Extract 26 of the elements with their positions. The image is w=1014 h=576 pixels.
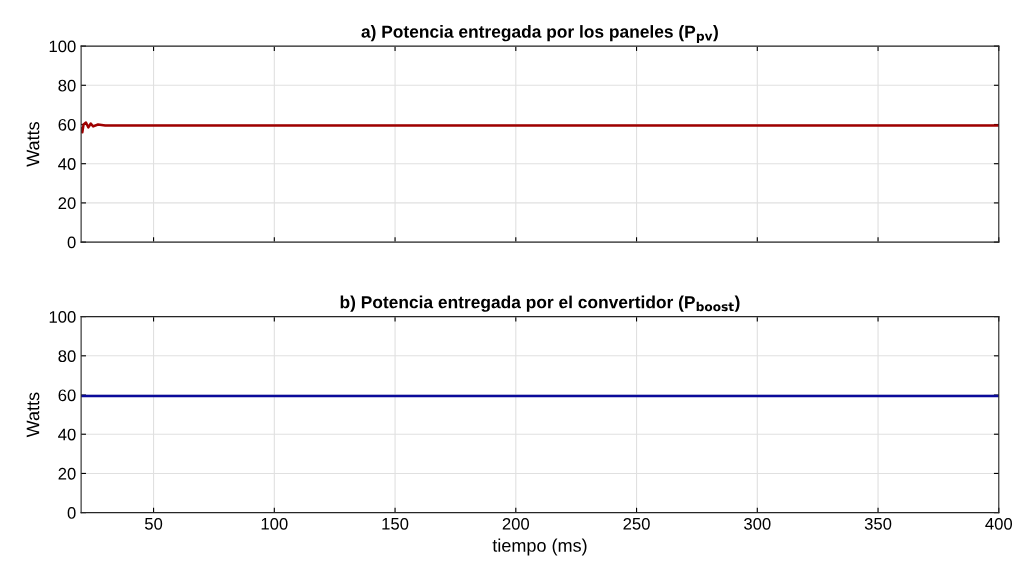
y-tick-label: 60 <box>58 118 76 131</box>
y-tick-label: 0 <box>67 507 76 519</box>
y-tick-label: 0 <box>67 236 76 249</box>
y-tick-label: 100 <box>49 311 76 323</box>
y-axis-title: Watts <box>26 122 40 167</box>
y-tick-label: 20 <box>58 197 76 210</box>
chart-title: a) Potencia entregada por los paneles (P$_{pv}$) <box>361 25 718 44</box>
x-tick-label: 250 <box>623 517 650 530</box>
x-tick-label: 100 <box>261 517 288 530</box>
x-tick-label: 200 <box>502 517 530 530</box>
x-tick-label: 300 <box>744 517 771 530</box>
line-series <box>81 121 999 134</box>
y-tick-label: 40 <box>58 428 76 441</box>
y-axis-title: Watts <box>26 392 40 438</box>
y-tick-label: 80 <box>58 350 76 363</box>
y-tick-label: 20 <box>58 467 76 480</box>
x-tick-label: 400 <box>985 517 1013 530</box>
x-axis-title: tiempo (ms) <box>492 538 587 556</box>
y-tick-label: 60 <box>58 389 76 402</box>
x-tick-label: 150 <box>382 517 409 530</box>
y-tick-label: 40 <box>58 158 76 170</box>
x-tick-label: 50 <box>144 517 163 530</box>
chart-title: b) Potencia entregada por el convertidor (P$_{boost}$) <box>340 295 740 312</box>
x-tick-label: 350 <box>864 517 892 530</box>
y-tick-label: 100 <box>49 40 76 53</box>
y-tick-label: 80 <box>58 79 76 92</box>
